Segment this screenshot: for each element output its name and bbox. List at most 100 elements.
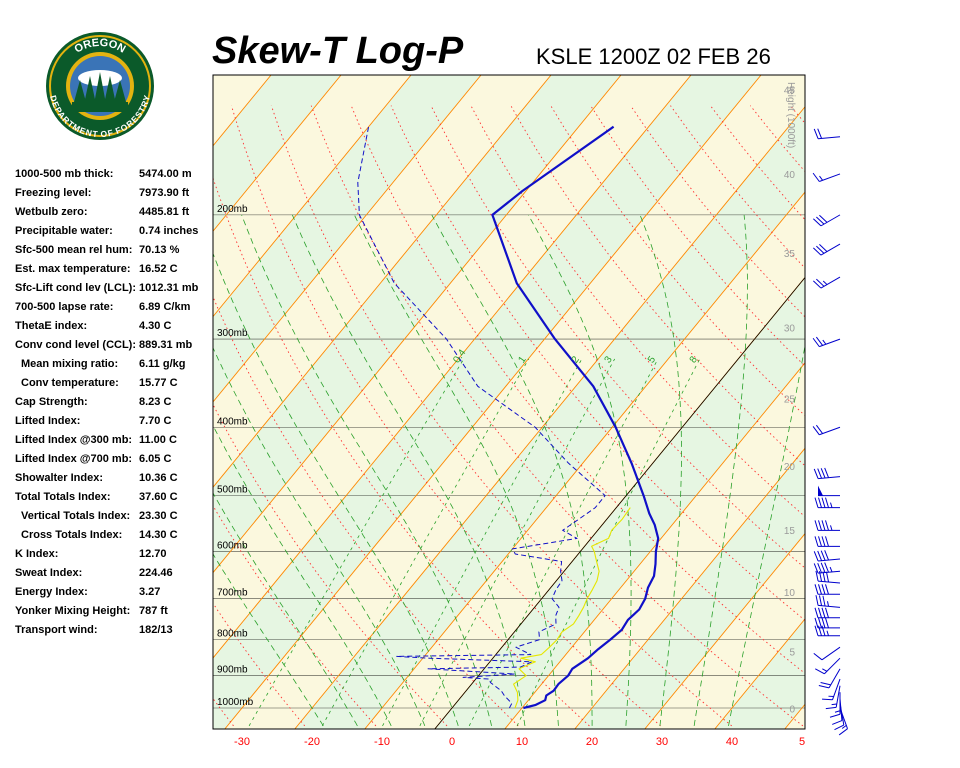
- isobar-label: 300mb: [217, 328, 248, 339]
- wind-barb-feather: [824, 550, 830, 561]
- wind-barb-staff: [819, 426, 841, 436]
- wind-barb-feather: [813, 128, 819, 139]
- wind-barb-feather: [818, 595, 823, 606]
- parameter-label: Cap Strength:: [15, 396, 88, 408]
- parameter-label: Showalter Index:: [15, 472, 104, 484]
- mixing-ratio-label: 1: [516, 354, 528, 365]
- wind-barb-feather: [821, 607, 826, 618]
- temperature-trace: [491, 125, 660, 710]
- parameter-label: Freezing level:: [15, 187, 92, 199]
- logo-ground: [72, 102, 128, 112]
- wind-barb-feather: [814, 617, 819, 629]
- wind-barb-flag: [818, 485, 823, 496]
- wind-barb-feather: [821, 520, 826, 531]
- wind-barb-feather: [834, 724, 845, 731]
- wind-barb-feather: [818, 497, 822, 508]
- isotherm-band: [784, 704, 805, 729]
- wind-barb-half-feather: [829, 566, 833, 573]
- wind-barb-feather: [838, 728, 848, 736]
- wind-barb: [813, 646, 841, 661]
- parameter-label: Transport wind:: [15, 624, 98, 636]
- wind-barb: [814, 536, 840, 547]
- height-tick-label: 35: [784, 249, 796, 260]
- wind-barb-feather: [813, 551, 819, 562]
- parameter-value: 16.52 C: [139, 263, 178, 275]
- x-tick-label: -20: [304, 736, 320, 748]
- wind-barb-feather: [814, 625, 819, 636]
- isotherm-line: [294, 106, 805, 729]
- wind-barb-staff: [818, 604, 841, 608]
- isotherm-band: [224, 75, 805, 729]
- wind-barb-feather: [825, 607, 829, 618]
- mixing-ratio-line: [248, 358, 465, 727]
- wind-barb-feather: [821, 536, 826, 547]
- dry-adiabat: [0, 106, 162, 726]
- wind-barb: [813, 214, 841, 227]
- parameter-label: Conv temperature:: [21, 377, 119, 389]
- wind-barb-staff: [828, 668, 841, 689]
- moist-adiabat: [241, 214, 492, 727]
- wind-barb: [814, 497, 840, 509]
- parameter-label: Total Totals Index:: [15, 491, 111, 503]
- parameter-value: 7.70 C: [139, 415, 172, 427]
- dry-adiabat: [830, 106, 960, 726]
- wind-barb-feather: [820, 550, 826, 561]
- plot-frame: [212, 74, 806, 730]
- height-tick-label: 20: [784, 462, 796, 473]
- parameter-value: 787 ft: [139, 605, 168, 617]
- wind-barb-feather: [822, 698, 833, 701]
- isotherm-line: [364, 191, 805, 729]
- wind-barb-feather: [814, 497, 819, 508]
- parameter-value: 10.36 C: [139, 472, 178, 484]
- dry-adiabat: [213, 504, 377, 727]
- moist-adiabat: [693, 214, 748, 726]
- dry-adiabat: [213, 176, 590, 727]
- parameter-value: 37.60 C: [139, 491, 178, 503]
- wind-barb-feather: [816, 278, 825, 287]
- wind-barb-staff: [820, 214, 841, 227]
- wind-barb-feather: [815, 570, 819, 582]
- wind-barb-feather: [814, 536, 819, 547]
- parameter-value: 14.30 C: [139, 529, 178, 541]
- dewpoint-trace: [357, 126, 606, 709]
- moist-adiabat: [213, 492, 358, 727]
- wetbulb-trace: [513, 507, 631, 709]
- wind-barb-feather: [817, 550, 823, 561]
- wind-barb-feather: [821, 584, 826, 595]
- mixing-ratio-line: [516, 358, 701, 727]
- x-tick-label: 10: [516, 736, 528, 748]
- wind-barb: [814, 607, 840, 619]
- wind-barb-feather: [818, 617, 822, 629]
- wind-barb: [813, 276, 841, 289]
- parameter-value: 4.30 C: [139, 320, 172, 332]
- wind-barb-feather: [813, 468, 819, 479]
- wind-barb-feather: [818, 684, 830, 689]
- parameter-value: 182/13: [139, 624, 173, 636]
- height-tick-label: 15: [784, 526, 796, 537]
- wind-barb-feather: [820, 681, 831, 686]
- moist-adiabat: [213, 346, 426, 727]
- logo-top-text: OREGON: [73, 37, 128, 56]
- wind-barb-staff: [819, 173, 841, 182]
- zero-isotherm-line: [434, 276, 805, 729]
- wind-barb-staff: [818, 580, 841, 584]
- wind-barb: [814, 520, 840, 531]
- isobar-label: 900mb: [217, 665, 248, 676]
- isotherm-line: [0, 75, 201, 729]
- wind-barb-feather: [813, 280, 822, 289]
- wind-barb-feather: [820, 468, 826, 479]
- wind-barb-feather: [814, 520, 819, 531]
- dry-adiabat: [270, 105, 732, 727]
- parameter-value: 0.74 inches: [139, 225, 199, 237]
- height-tick-label: 10: [784, 588, 796, 599]
- wind-barb-half-feather: [834, 710, 841, 713]
- dry-adiabat: [310, 105, 804, 727]
- parameter-value: 8.23 C: [139, 396, 172, 408]
- wind-barb: [822, 678, 841, 701]
- x-tick-label: 20: [586, 736, 598, 748]
- wind-barb-feather: [821, 617, 826, 629]
- height-axis-title: Height (1000ft): [785, 82, 796, 148]
- moist-adiabat: [213, 553, 324, 727]
- isotherm-line: [0, 75, 61, 729]
- x-tick-label: 40: [726, 736, 738, 748]
